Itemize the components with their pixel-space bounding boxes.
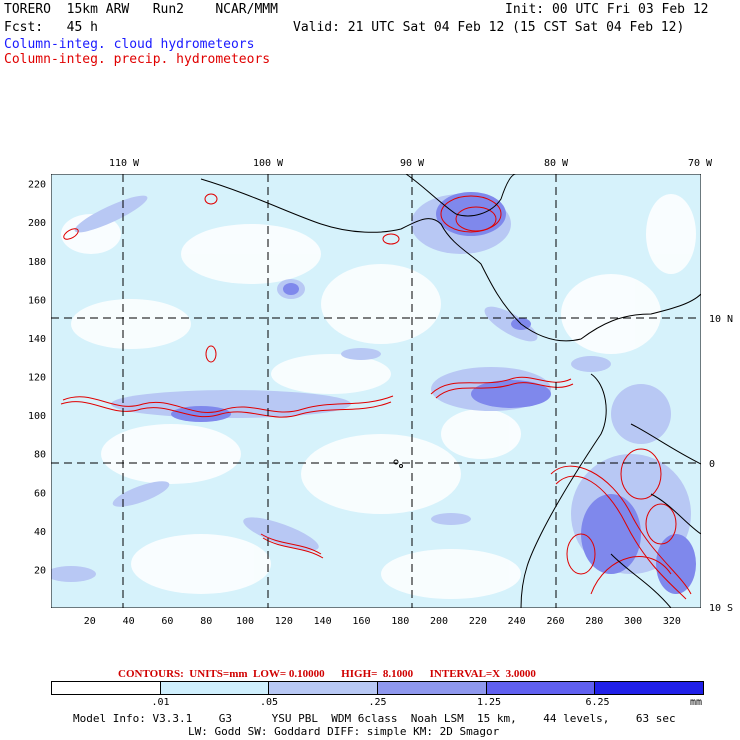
latitude-label: 10 N: [709, 314, 733, 325]
model-title: TORERO 15km ARW Run2 NCAR/MMM: [4, 2, 278, 17]
latitude-label: 10 S: [709, 603, 733, 614]
x-tick-label: 40: [123, 616, 135, 627]
y-tick-label: 120: [28, 373, 46, 384]
longitude-labels: 110 W 100 W 90 W 80 W 70 W: [109, 158, 713, 169]
x-tick-label: 160: [352, 616, 370, 627]
latitude-label: 0: [709, 459, 715, 470]
x-tick-label: 60: [161, 616, 173, 627]
colorbar-label: 6.25: [585, 697, 610, 708]
map-plot: [51, 174, 701, 608]
colorbar-label: .01: [151, 697, 170, 708]
colorbar-segment: [485, 682, 595, 694]
longitude-label: 110 W: [109, 158, 140, 169]
longitude-label: 90 W: [400, 158, 425, 169]
model-physics: LW: Godd SW: Goddard DIFF: simple KM: 2D…: [188, 725, 500, 738]
x-tick-label: 280: [585, 616, 603, 627]
x-tick-label: 180: [391, 616, 409, 627]
colorbar-label: 1.25: [477, 697, 502, 708]
colorbar: [51, 681, 704, 695]
x-tick-label: 80: [200, 616, 212, 627]
precip-contours: [60, 193, 692, 600]
y-tick-label: 200: [28, 218, 46, 229]
valid-time: Valid: 21 UTC Sat 04 Feb 12 (15 CST Sat …: [293, 20, 685, 35]
y-tick-label: 220: [28, 180, 46, 191]
y-tick-label: 80: [34, 450, 46, 461]
y-tick-label: 40: [34, 527, 46, 538]
longitude-label: 100 W: [253, 158, 284, 169]
colorbar-unit: mm: [690, 697, 703, 708]
y-tick-label: 100: [28, 411, 46, 422]
model-info: Model Info: V3.3.1 G3 YSU PBL WDM 6class…: [73, 712, 676, 725]
x-tick-label: 240: [508, 616, 526, 627]
x-tick-label: 260: [546, 616, 564, 627]
y-tick-label: 180: [28, 257, 46, 268]
lat-lon-grid: [51, 174, 701, 608]
x-tick-label: 200: [430, 616, 448, 627]
colorbar-segment: [377, 682, 486, 694]
y-tick-label: 140: [28, 334, 46, 345]
y-tick-label: 60: [34, 488, 46, 499]
colorbar-label: .25: [368, 697, 387, 708]
field-precip-label: Column-integ. precip. hydrometeors: [4, 52, 271, 67]
y-tick-labels: 20 40 60 80 100 120 140 160 180 200 220: [28, 180, 46, 577]
coastlines: [200, 174, 701, 608]
x-tick-label: 320: [663, 616, 681, 627]
colorbar-segment: [594, 682, 704, 694]
colorbar-segment: [52, 682, 160, 694]
x-tick-label: 100: [236, 616, 254, 627]
x-tick-labels: 20 40 60 80 100 120 140 160 180 200 220 240 260 280 30…: [84, 616, 681, 627]
latitude-labels: 10 N 0 10 S: [709, 314, 733, 614]
colorbar-segment: [268, 682, 378, 694]
field-cloud-label: Column-integ. cloud hydrometeors: [4, 37, 255, 52]
y-tick-label: 160: [28, 295, 46, 306]
longitude-label: 80 W: [544, 158, 569, 169]
x-tick-label: 20: [84, 616, 96, 627]
x-tick-label: 220: [469, 616, 487, 627]
forecast-hour: Fcst: 45 h: [4, 20, 98, 35]
init-time: Init: 00 UTC Fri 03 Feb 12: [505, 2, 709, 17]
x-tick-label: 300: [624, 616, 642, 627]
colorbar-segment: [159, 682, 269, 694]
longitude-label: 70 W: [688, 158, 713, 169]
x-tick-label: 140: [314, 616, 332, 627]
contour-info: CONTOURS: UNITS=mm LOW= 0.10000 HIGH= 8.…: [118, 668, 536, 680]
y-tick-label: 20: [34, 565, 46, 576]
x-tick-label: 120: [275, 616, 293, 627]
clear-areas: [61, 194, 696, 599]
colorbar-label: .05: [260, 697, 279, 708]
